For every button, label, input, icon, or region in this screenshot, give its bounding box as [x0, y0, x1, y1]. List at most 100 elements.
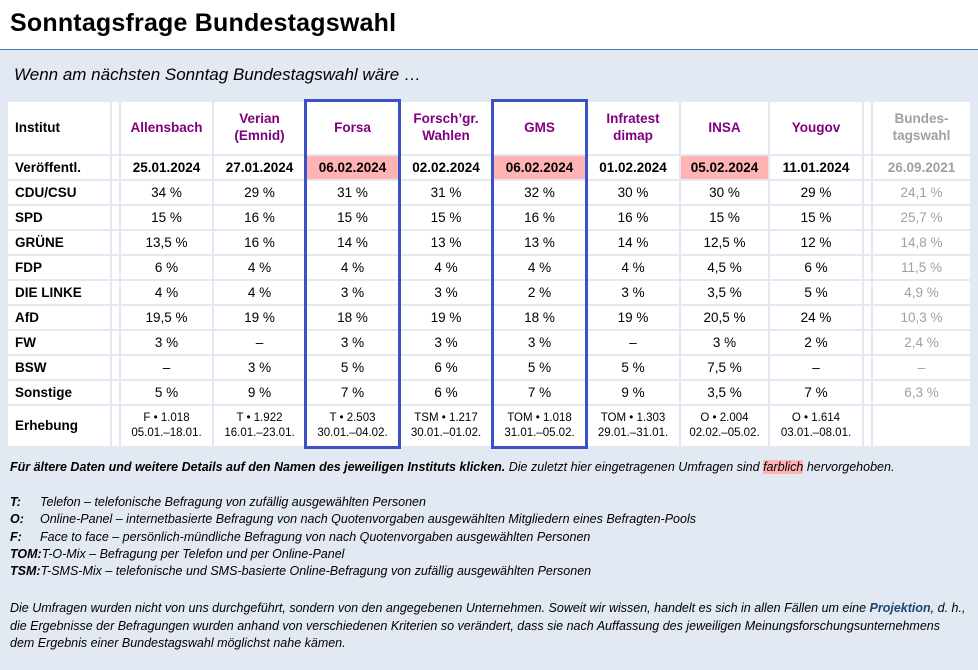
poll-value: 19 %	[400, 306, 492, 329]
poll-value: 2 %	[770, 331, 862, 354]
legend-item: O: Online-Panel – internetbasierte Befrag…	[10, 511, 966, 528]
poll-value: 5 %	[121, 381, 212, 404]
poll-value: –	[214, 331, 305, 354]
footnote-text: hervorgehoben.	[803, 459, 895, 474]
poll-value: 3 %	[307, 331, 398, 354]
survey-row: Erhebung F • 1.018 05.01.–18.01. T • 1.9…	[8, 406, 970, 446]
spacer-cell	[864, 381, 871, 404]
party-label: BSW	[8, 356, 110, 379]
institute-link-yougov[interactable]: Yougov	[770, 102, 862, 154]
published-date-highlighted: 06.02.2024	[307, 156, 398, 179]
poll-value: 7 %	[307, 381, 398, 404]
legend-term: TSM:	[10, 564, 41, 578]
survey-detail: O • 1.614 03.01.–08.01.	[770, 406, 862, 446]
institute-link-forsa[interactable]: Forsa	[307, 102, 398, 154]
poll-value: 6 %	[121, 256, 212, 279]
legend-text: Online-Panel – internetbasierte Befragun…	[40, 512, 696, 527]
legend-term: O:	[10, 512, 24, 527]
poll-value: 6 %	[400, 381, 492, 404]
poll-value: 15 %	[681, 206, 768, 229]
poll-value: 31 %	[307, 181, 398, 204]
poll-value: 20,5 %	[681, 306, 768, 329]
poll-value: –	[587, 331, 679, 354]
poll-value: 9 %	[214, 381, 305, 404]
survey-detail: TSM • 1.217 30.01.–01.02.	[400, 406, 492, 446]
poll-value: 3 %	[587, 281, 679, 304]
footnote: Für ältere Daten und weitere Details auf…	[10, 458, 966, 476]
poll-value: 7 %	[770, 381, 862, 404]
legend-term: TOM:	[10, 546, 42, 561]
institute-link-verian[interactable]: Verian (Emnid)	[214, 102, 305, 154]
spacer-cell	[112, 102, 119, 154]
party-row: GRÜNE 13,5 % 16 % 14 % 13 % 13 % 14 % 12…	[8, 231, 970, 254]
party-label: Sonstige	[8, 381, 110, 404]
poll-table: Institut Allensbach Verian (Emnid) Forsa…	[6, 100, 972, 448]
poll-value: 2,4 %	[873, 331, 970, 354]
poll-value: 12,5 %	[681, 231, 768, 254]
institute-link-insa[interactable]: INSA	[681, 102, 768, 154]
corner-header: Institut	[8, 102, 110, 154]
party-row: DIE LINKE 4 % 4 % 3 % 3 % 2 % 3 % 3,5 % …	[8, 281, 970, 304]
poll-value: 13,5 %	[121, 231, 212, 254]
poll-value: 4 %	[214, 256, 305, 279]
spacer-cell	[112, 156, 119, 179]
poll-value: 13 %	[400, 231, 492, 254]
poll-value: 34 %	[121, 181, 212, 204]
poll-value: 30 %	[587, 181, 679, 204]
poll-value: –	[770, 356, 862, 379]
poll-value: 5 %	[494, 356, 585, 379]
spacer-cell	[112, 356, 119, 379]
published-row: Veröffentl. 25.01.2024 27.01.2024 06.02.…	[8, 156, 970, 179]
poll-value: 18 %	[494, 306, 585, 329]
party-label: SPD	[8, 206, 110, 229]
institute-link-gms[interactable]: GMS	[494, 102, 585, 154]
party-label: AfD	[8, 306, 110, 329]
spacer-cell	[864, 102, 871, 154]
poll-value: 4,9 %	[873, 281, 970, 304]
poll-value: 6,3 %	[873, 381, 970, 404]
legend-term: F:	[10, 529, 22, 544]
poll-value: 6 %	[770, 256, 862, 279]
spacer-cell	[864, 256, 871, 279]
poll-value: 16 %	[214, 206, 305, 229]
poll-value: 25,7 %	[873, 206, 970, 229]
poll-value: 4 %	[400, 256, 492, 279]
spacer-cell	[112, 381, 119, 404]
poll-value: 32 %	[494, 181, 585, 204]
survey-detail	[873, 406, 970, 446]
poll-value: 9 %	[587, 381, 679, 404]
poll-value: –	[121, 356, 212, 379]
footnote-highlight: farblich	[763, 459, 804, 474]
poll-value: 11,5 %	[873, 256, 970, 279]
poll-value: 3 %	[121, 331, 212, 354]
legend-item: T: Telefon – telefonische Befragung von z…	[10, 494, 966, 511]
spacer-cell	[864, 356, 871, 379]
survey-detail: O • 2.004 02.02.–05.02.	[681, 406, 768, 446]
legend-item: TOM:T-O-Mix – Befragung per Telefon und …	[10, 546, 966, 563]
institute-link-fgw[interactable]: Forsch’gr. Wahlen	[400, 102, 492, 154]
disclaimer: Die Umfragen wurden nicht von uns durchg…	[10, 600, 966, 653]
spacer-cell	[864, 281, 871, 304]
published-date: 02.02.2024	[400, 156, 492, 179]
poll-value: 18 %	[307, 306, 398, 329]
institute-link-allensbach[interactable]: Allensbach	[121, 102, 212, 154]
party-label: GRÜNE	[8, 231, 110, 254]
institute-link-infratest[interactable]: Infratest dimap	[587, 102, 679, 154]
survey-detail: F • 1.018 05.01.–18.01.	[121, 406, 212, 446]
survey-detail: T • 2.503 30.01.–04.02.	[307, 406, 398, 446]
spacer-cell	[112, 406, 119, 446]
poll-value: 29 %	[770, 181, 862, 204]
poll-value: 6 %	[400, 356, 492, 379]
poll-value: 19 %	[587, 306, 679, 329]
poll-value: 10,3 %	[873, 306, 970, 329]
poll-value: 7,5 %	[681, 356, 768, 379]
published-date: 26.09.2021	[873, 156, 970, 179]
poll-table-wrapper: Institut Allensbach Verian (Emnid) Forsa…	[6, 99, 978, 449]
poll-value: 3,5 %	[681, 381, 768, 404]
party-label: FDP	[8, 256, 110, 279]
legend-term: T:	[10, 495, 21, 509]
disclaimer-projektion-link[interactable]: Projektion	[869, 601, 931, 616]
row-label: Veröffentl.	[8, 156, 110, 179]
poll-value: 3 %	[400, 281, 492, 304]
poll-value: 16 %	[587, 206, 679, 229]
